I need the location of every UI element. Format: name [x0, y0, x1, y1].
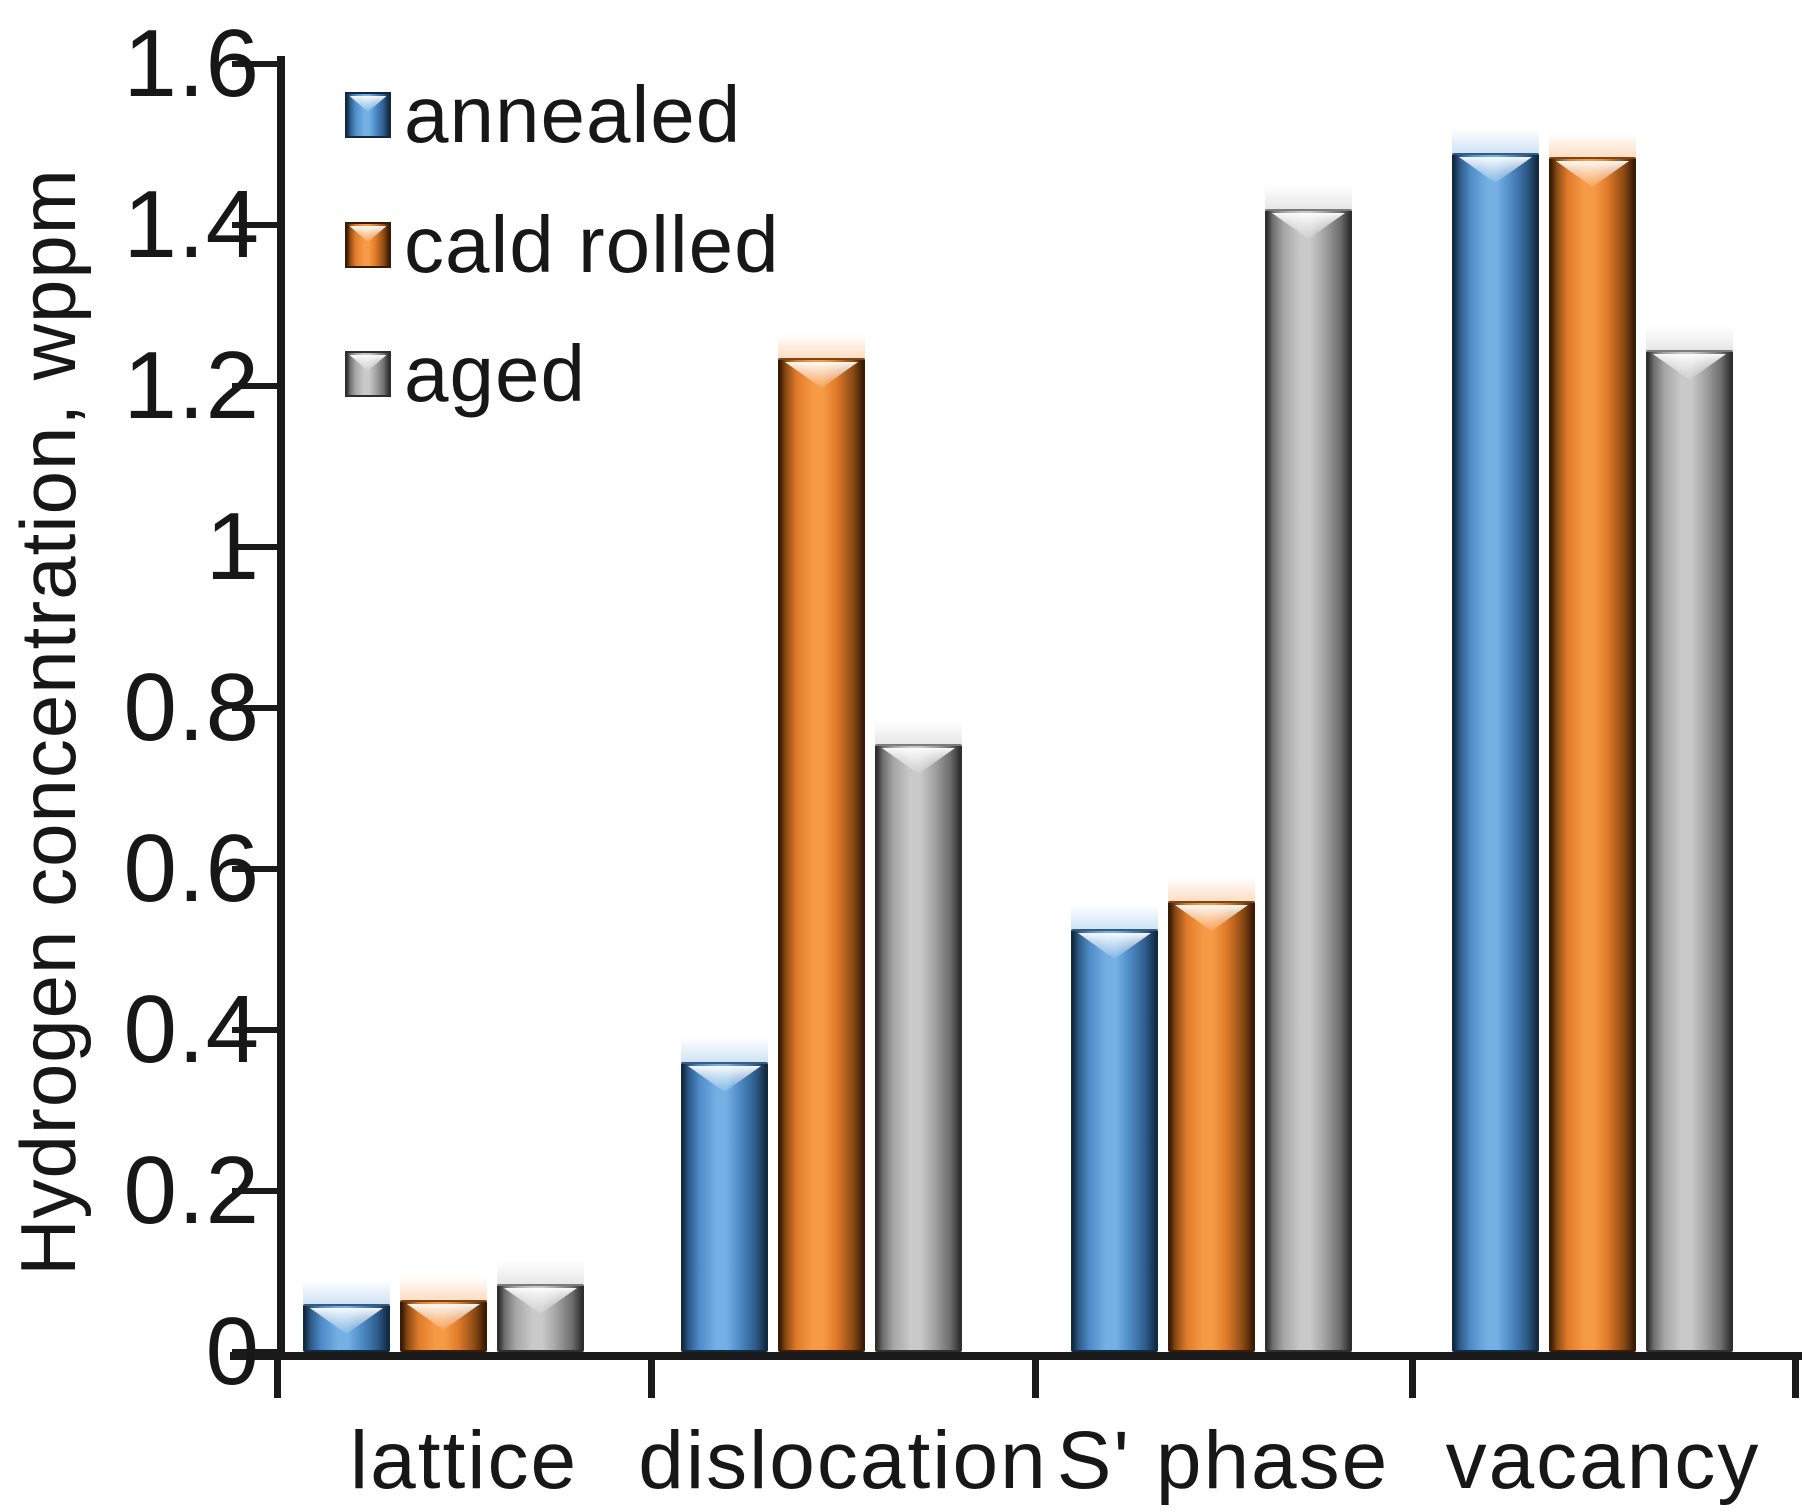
bar-cald-rolled-dislocation [778, 334, 865, 1352]
y-tick-label-0.6: 0.6 [123, 815, 260, 922]
bar-gloss-highlight [406, 1304, 480, 1330]
x-tick-mark-4 [1792, 1352, 1799, 1398]
bar-halo [1452, 129, 1539, 155]
y-tick-label-0.4: 0.4 [123, 976, 260, 1083]
bar-annealed-s-phase [1071, 905, 1158, 1352]
legend-swatch-gloss [349, 96, 387, 112]
bar-gloss-highlight [881, 748, 955, 774]
bar-annealed-vacancy [1452, 129, 1539, 1352]
y-tick-label-0: 0 [205, 1298, 260, 1405]
bar-aged-lattice [497, 1260, 584, 1352]
legend-item-cald-rolled: cald rolled [345, 205, 780, 285]
bar-cald-rolled-vacancy [1549, 133, 1636, 1352]
bar-aged-dislocation [875, 720, 962, 1352]
x-category-label-vacancy: vacancy [1445, 1415, 1761, 1506]
bar-halo [1646, 326, 1733, 352]
x-axis-line [230, 1352, 1802, 1360]
y-tick-mark-0.8 [232, 705, 278, 711]
x-category-label-s-phase: S' phase [1056, 1415, 1390, 1506]
y-tick-label-1.6: 1.6 [123, 10, 260, 117]
bar-gloss-highlight [1077, 933, 1151, 959]
bar-gloss-highlight [309, 1308, 383, 1334]
bar-halo [875, 720, 962, 746]
legend-label-annealed: annealed [404, 70, 742, 159]
y-tick-label-1: 1 [205, 493, 260, 600]
y-tick-mark-1.2 [232, 383, 278, 389]
bar-gloss-highlight [1271, 213, 1345, 239]
bar-halo [400, 1276, 487, 1302]
y-tick-mark-0.2 [232, 1188, 278, 1194]
y-tick-label-1.4: 1.4 [123, 171, 260, 278]
bar-halo [1265, 185, 1352, 211]
legend-swatch-aged [345, 351, 391, 397]
bar-gloss-highlight [503, 1288, 577, 1314]
legend-swatch-annealed [345, 92, 391, 138]
y-tick-mark-0 [232, 1349, 278, 1355]
bar-gloss-highlight [1458, 157, 1532, 183]
y-tick-mark-0.6 [232, 866, 278, 872]
y-axis-line [277, 56, 285, 1359]
bar-annealed-lattice [303, 1280, 390, 1352]
legend-swatch-cald-rolled [345, 222, 391, 268]
legend-swatch-gloss [349, 355, 387, 371]
y-tick-label-1.2: 1.2 [123, 332, 260, 439]
legend-label-aged: aged [404, 329, 586, 418]
bar-aged-s-phase [1265, 185, 1352, 1352]
y-tick-mark-1 [232, 544, 278, 550]
x-tick-mark-3 [1409, 1352, 1416, 1398]
x-category-label-lattice: lattice [349, 1415, 579, 1506]
bar-halo [1549, 133, 1636, 159]
legend-swatch-gloss [349, 226, 387, 242]
bar-aged-vacancy [1646, 326, 1733, 1352]
x-tick-mark-2 [1032, 1352, 1039, 1398]
y-tick-label-0.8: 0.8 [123, 654, 260, 761]
bar-cald-rolled-lattice [400, 1276, 487, 1352]
bar-halo [1168, 877, 1255, 903]
bar-halo [1071, 905, 1158, 931]
bar-gloss-highlight [1174, 905, 1248, 931]
x-category-label-dislocation: dislocation [638, 1415, 1048, 1506]
y-tick-mark-1.4 [232, 222, 278, 228]
x-tick-mark-1 [648, 1352, 655, 1398]
bar-annealed-dislocation [681, 1038, 768, 1352]
y-tick-mark-1.6 [232, 61, 278, 67]
bar-cald-rolled-s-phase [1168, 877, 1255, 1352]
bar-gloss-highlight [1555, 161, 1629, 187]
legend-item-annealed: annealed [345, 75, 741, 155]
legend-item-aged: aged [345, 334, 586, 414]
bar-halo [303, 1280, 390, 1306]
x-tick-mark-0 [274, 1352, 281, 1398]
bar-halo [778, 334, 865, 360]
bar-gloss-highlight [1652, 354, 1726, 380]
bar-gloss-highlight [784, 362, 858, 388]
bar-gloss-highlight [687, 1066, 761, 1092]
bar-halo [497, 1260, 584, 1286]
y-tick-mark-0.4 [232, 1027, 278, 1033]
bar-halo [681, 1038, 768, 1064]
legend-label-cald-rolled: cald rolled [404, 200, 780, 289]
y-tick-label-0.2: 0.2 [123, 1137, 260, 1244]
